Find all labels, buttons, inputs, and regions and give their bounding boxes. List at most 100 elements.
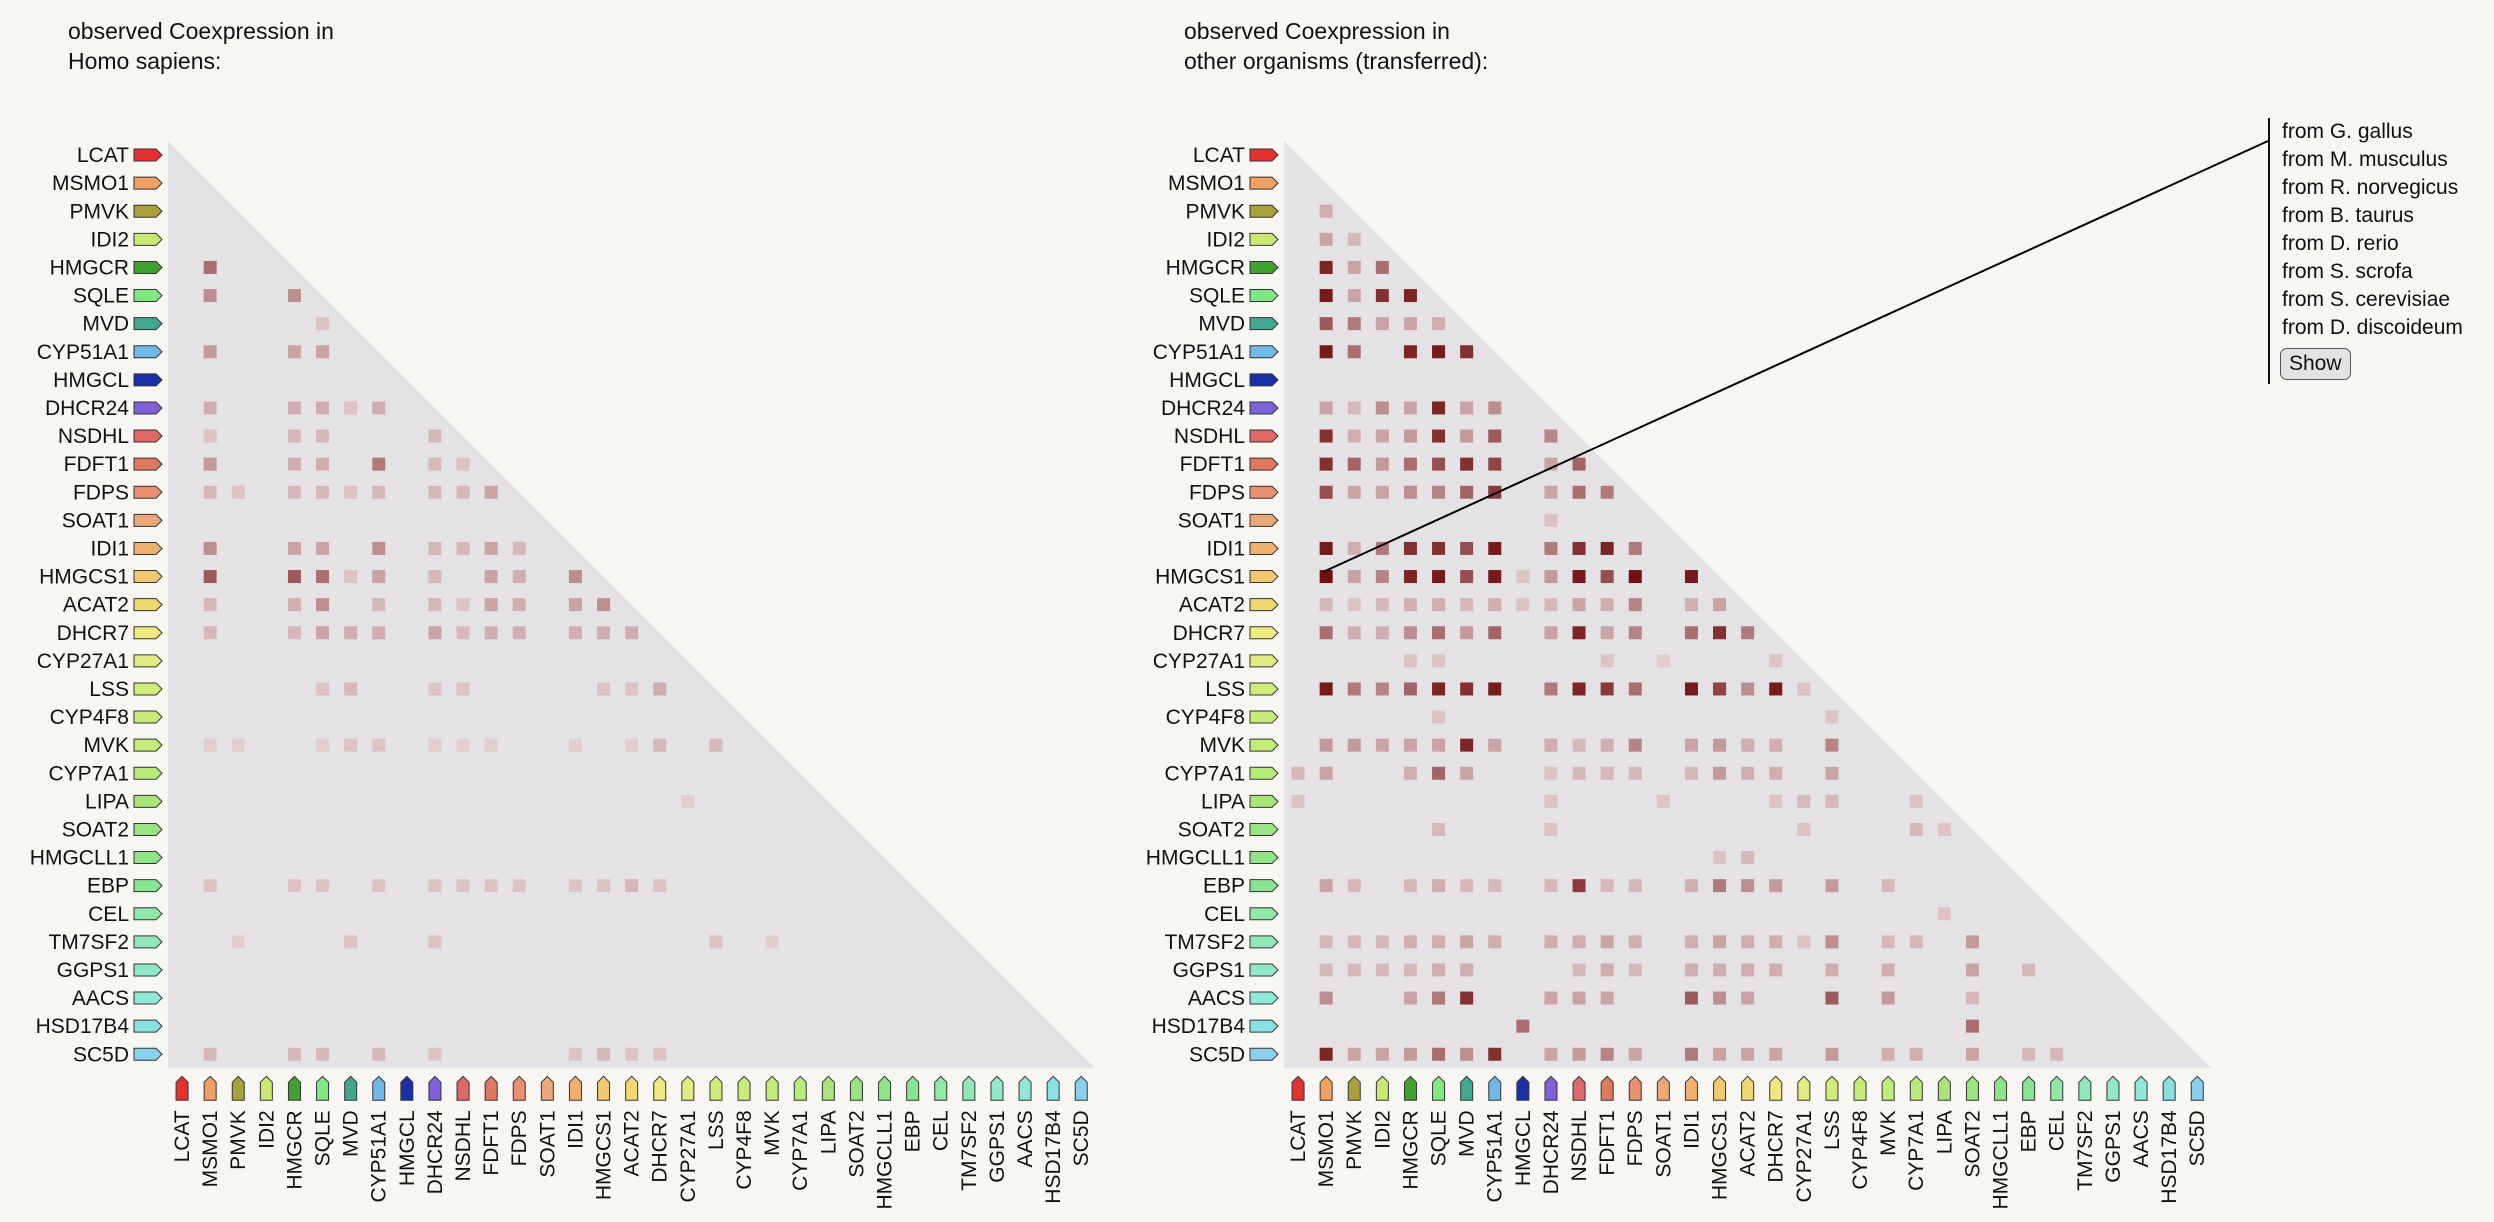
col-tag-soat2[interactable] [1965,1075,1979,1101]
col-tag-cyp4f8[interactable] [737,1075,751,1101]
gene-tag-cyp27a1[interactable] [133,654,163,668]
right-cell-tm7sf2-pmvk[interactable] [1347,935,1361,949]
right-cell-acat2-idi2[interactable] [1375,598,1389,612]
right-cell-mvk-cyp51a1[interactable] [1488,738,1502,752]
left-cell-mvk-dhcr24[interactable] [428,738,442,752]
left-cell-dhcr7-hmgcs1[interactable] [597,626,611,640]
left-cell-lss-dhcr7[interactable] [653,682,667,696]
left-cell-tm7sf2-dhcr24[interactable] [428,935,442,949]
left-cell-nsdhl-dhcr24[interactable] [428,429,442,443]
left-cell-dhcr7-mvd[interactable] [344,626,358,640]
right-cell-sc5d-dhcr7[interactable] [1769,1047,1783,1061]
right-cell-tm7sf2-cyp51a1[interactable] [1488,935,1502,949]
gene-tag-dhcr7[interactable] [133,626,163,640]
left-cell-ebp-acat2[interactable] [625,879,639,893]
right-cell-cyp7a1-lcat[interactable] [1291,766,1305,780]
right-cell-lss-sqle[interactable] [1432,682,1446,696]
gene-tag-cyp51a1[interactable] [1249,345,1279,359]
right-cell-hmgcs1-pmvk[interactable] [1347,570,1361,584]
left-cell-lss-dhcr24[interactable] [428,682,442,696]
right-cell-idi1-msmo1[interactable] [1319,541,1333,555]
right-cell-fdps-fdft1[interactable] [1600,485,1614,499]
left-cell-ebp-hmgcs1[interactable] [597,879,611,893]
right-cell-nsdhl-hmgcr[interactable] [1403,429,1417,443]
right-cell-cyp27a1-hmgcr[interactable] [1403,654,1417,668]
left-cell-dhcr24-sqle[interactable] [316,401,330,415]
right-cell-dhcr24-msmo1[interactable] [1319,401,1333,415]
right-cell-nsdhl-mvd[interactable] [1460,429,1474,443]
gene-tag-acat2[interactable] [133,598,163,612]
gene-tag-lss[interactable] [133,682,163,696]
right-cell-lss-fdft1[interactable] [1600,682,1614,696]
col-tag-acat2[interactable] [625,1075,639,1101]
col-tag-sqle[interactable] [316,1075,330,1101]
left-cell-fdft1-nsdhl[interactable] [456,457,470,471]
gene-tag-lipa[interactable] [133,794,163,808]
right-cell-nsdhl-idi2[interactable] [1375,429,1389,443]
right-cell-idi1-idi2[interactable] [1375,541,1389,555]
right-cell-cyp7a1-mvd[interactable] [1460,766,1474,780]
right-cell-idi1-dhcr24[interactable] [1544,541,1558,555]
right-cell-hmgcs1-sqle[interactable] [1432,570,1446,584]
gene-tag-mvk[interactable] [1249,738,1279,752]
right-cell-ggps1-hmgcs1[interactable] [1713,963,1727,977]
right-cell-aacs-hmgcr[interactable] [1403,991,1417,1005]
left-cell-mvk-idi1[interactable] [568,738,582,752]
right-cell-cyp7a1-acat2[interactable] [1741,766,1755,780]
left-cell-lipa-cyp27a1[interactable] [681,794,695,808]
right-cell-sc5d-hmgcr[interactable] [1403,1047,1417,1061]
left-cell-sc5d-acat2[interactable] [625,1047,639,1061]
left-cell-acat2-hmgcr[interactable] [287,598,301,612]
left-cell-dhcr7-sqle[interactable] [316,626,330,640]
gene-tag-idi1[interactable] [1249,541,1279,555]
gene-tag-sc5d[interactable] [1249,1047,1279,1061]
left-cell-acat2-hmgcs1[interactable] [597,598,611,612]
organism-item[interactable]: from S. cerevisiae [2282,288,2451,311]
right-cell-tm7sf2-hmgcs1[interactable] [1713,935,1727,949]
left-cell-hmgcs1-fdft1[interactable] [484,570,498,584]
right-cell-ggps1-msmo1[interactable] [1319,963,1333,977]
left-cell-idi1-cyp51a1[interactable] [372,541,386,555]
right-cell-acat2-fdps[interactable] [1628,598,1642,612]
col-tag-ebp[interactable] [2022,1075,2036,1101]
right-cell-fdft1-nsdhl[interactable] [1572,457,1586,471]
right-cell-ebp-cyp51a1[interactable] [1488,879,1502,893]
left-cell-acat2-cyp51a1[interactable] [372,598,386,612]
left-cell-idi1-msmo1[interactable] [203,541,217,555]
gene-tag-ggps1[interactable] [1249,963,1279,977]
col-tag-cel[interactable] [934,1075,948,1101]
right-cell-sc5d-nsdhl[interactable] [1572,1047,1586,1061]
right-cell-cyp7a1-idi1[interactable] [1684,766,1698,780]
right-cell-tm7sf2-soat2[interactable] [1965,935,1979,949]
right-cell-idi1-fdft1[interactable] [1600,541,1614,555]
right-cell-sc5d-mvd[interactable] [1460,1047,1474,1061]
gene-tag-mvd[interactable] [133,317,163,331]
left-cell-hmgcr-msmo1[interactable] [203,260,217,274]
right-cell-ggps1-hmgcr[interactable] [1403,963,1417,977]
right-cell-ebp-lss[interactable] [1825,879,1839,893]
right-cell-sc5d-cel[interactable] [2050,1047,2064,1061]
right-cell-tm7sf2-hmgcr[interactable] [1403,935,1417,949]
right-cell-hmgcs1-msmo1[interactable] [1319,570,1333,584]
left-cell-acat2-fdps[interactable] [512,598,526,612]
right-cell-lss-msmo1[interactable] [1319,682,1333,696]
left-cell-ebp-cyp51a1[interactable] [372,879,386,893]
right-cell-mvd-idi2[interactable] [1375,317,1389,331]
right-cell-mvk-pmvk[interactable] [1347,738,1361,752]
right-cell-aacs-msmo1[interactable] [1319,991,1333,1005]
left-cell-sqle-msmo1[interactable] [203,289,217,303]
right-cell-mvk-idi2[interactable] [1375,738,1389,752]
left-cell-dhcr24-cyp51a1[interactable] [372,401,386,415]
right-cell-sqle-idi2[interactable] [1375,289,1389,303]
left-cell-dhcr7-idi1[interactable] [568,626,582,640]
left-cell-acat2-nsdhl[interactable] [456,598,470,612]
right-cell-idi1-mvd[interactable] [1460,541,1474,555]
right-cell-lipa-lss[interactable] [1825,794,1839,808]
left-cell-fdps-cyp51a1[interactable] [372,485,386,499]
left-cell-sqle-hmgcr[interactable] [287,289,301,303]
right-cell-aacs-fdft1[interactable] [1600,991,1614,1005]
col-tag-sc5d[interactable] [2190,1075,2204,1101]
right-cell-cyp27a1-sqle[interactable] [1432,654,1446,668]
right-cell-ebp-hmgcs1[interactable] [1713,879,1727,893]
col-tag-soat1[interactable] [540,1075,554,1101]
